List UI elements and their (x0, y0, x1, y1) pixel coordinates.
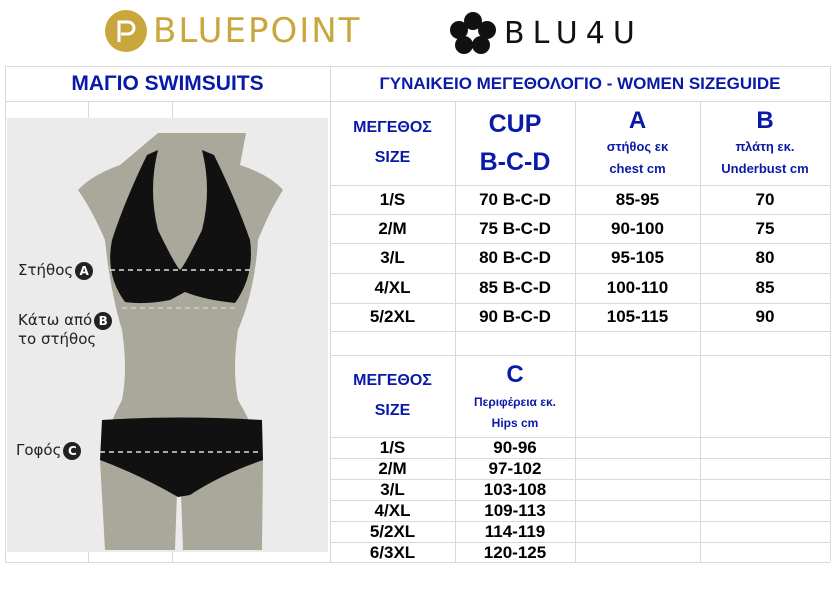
bluepoint-logo: BLUEPOINT (103, 8, 361, 54)
size-table-cell: 100-110 (606, 278, 669, 297)
hips-table-cell: 3/L (380, 479, 405, 499)
mannequin-figure (7, 118, 328, 552)
size-table-cell: 85 B-C-D (479, 278, 551, 297)
size-table-cell: 70 (755, 189, 775, 209)
size-table-cell: 105-115 (606, 307, 669, 326)
blu4u-wordmark: BLU4U (504, 15, 643, 51)
marker-c-icon: C (63, 441, 82, 460)
size-table-cell: 75 (755, 218, 775, 238)
hips-table-cell: 114-119 (484, 521, 546, 541)
size-table-cell: 90 (755, 307, 775, 326)
size-table-cell: 4/XL (374, 278, 411, 297)
size-table-cell: 70 B-C-D (479, 189, 551, 209)
cup-header: CUP B-C-D (479, 110, 551, 176)
size-table-cell: 85 (755, 278, 775, 297)
size-table-cell: 80 (755, 248, 775, 267)
hibiscus-flower-icon (450, 12, 496, 54)
hips-table-cell: 2/M (378, 458, 407, 478)
hips-table-cell: 90-96 (493, 437, 537, 457)
blu4u-logo: BLU4U (450, 12, 643, 54)
hips-table-cell: 4/XL (374, 500, 411, 520)
hips-table-cell: 1/S (379, 437, 406, 457)
hips-table-cell: 109-113 (484, 500, 546, 520)
size-table-cell: 90 B-C-D (479, 307, 551, 326)
hips-header: C Περιφέρεια εκ. Hips cm (473, 361, 556, 430)
hips-table-cell: 6/3XL (369, 542, 416, 562)
hips-table-cell: 120-125 (483, 542, 547, 562)
hips-table-cell: 5/2XL (369, 521, 416, 541)
hips-table-cell: 103-108 (483, 479, 547, 499)
size-table-cell: 85-95 (615, 189, 660, 209)
size-header: ΜΕΓΕΘΟΣ SIZE (353, 119, 432, 166)
hips-label: Γοφός C (16, 441, 82, 460)
size-table-cell: 80 B-C-D (479, 248, 551, 267)
left-title: ΜΑΓΙΟ SWIMSUITS (71, 71, 264, 95)
size-header-hips: ΜΕΓΕΘΟΣ SIZE (353, 372, 432, 419)
size-table-cell: 75 B-C-D (479, 218, 551, 238)
chest-label: Στήθος A (18, 261, 94, 280)
size-table-cell: 95-105 (611, 248, 664, 267)
hips-table-cell: 97-102 (488, 458, 542, 478)
bluepoint-emblem-icon (105, 10, 147, 52)
size-table-cell: 2/M (378, 218, 407, 238)
marker-b-icon: B (94, 311, 113, 330)
size-table-cell: 3/L (380, 248, 405, 267)
size-table-cell: 5/2XL (369, 307, 416, 326)
size-table-cell: 90-100 (611, 218, 664, 238)
marker-a-icon: A (75, 261, 94, 280)
size-table-cell: 1/S (379, 189, 406, 209)
right-title: ΓΥΝΑΙΚΕΙΟ ΜΕΓΕΘΟΛΟΓΙΟ - WOMEN SIZEGUIDE (379, 73, 781, 93)
bluepoint-wordmark: BLUEPOINT (153, 11, 362, 51)
